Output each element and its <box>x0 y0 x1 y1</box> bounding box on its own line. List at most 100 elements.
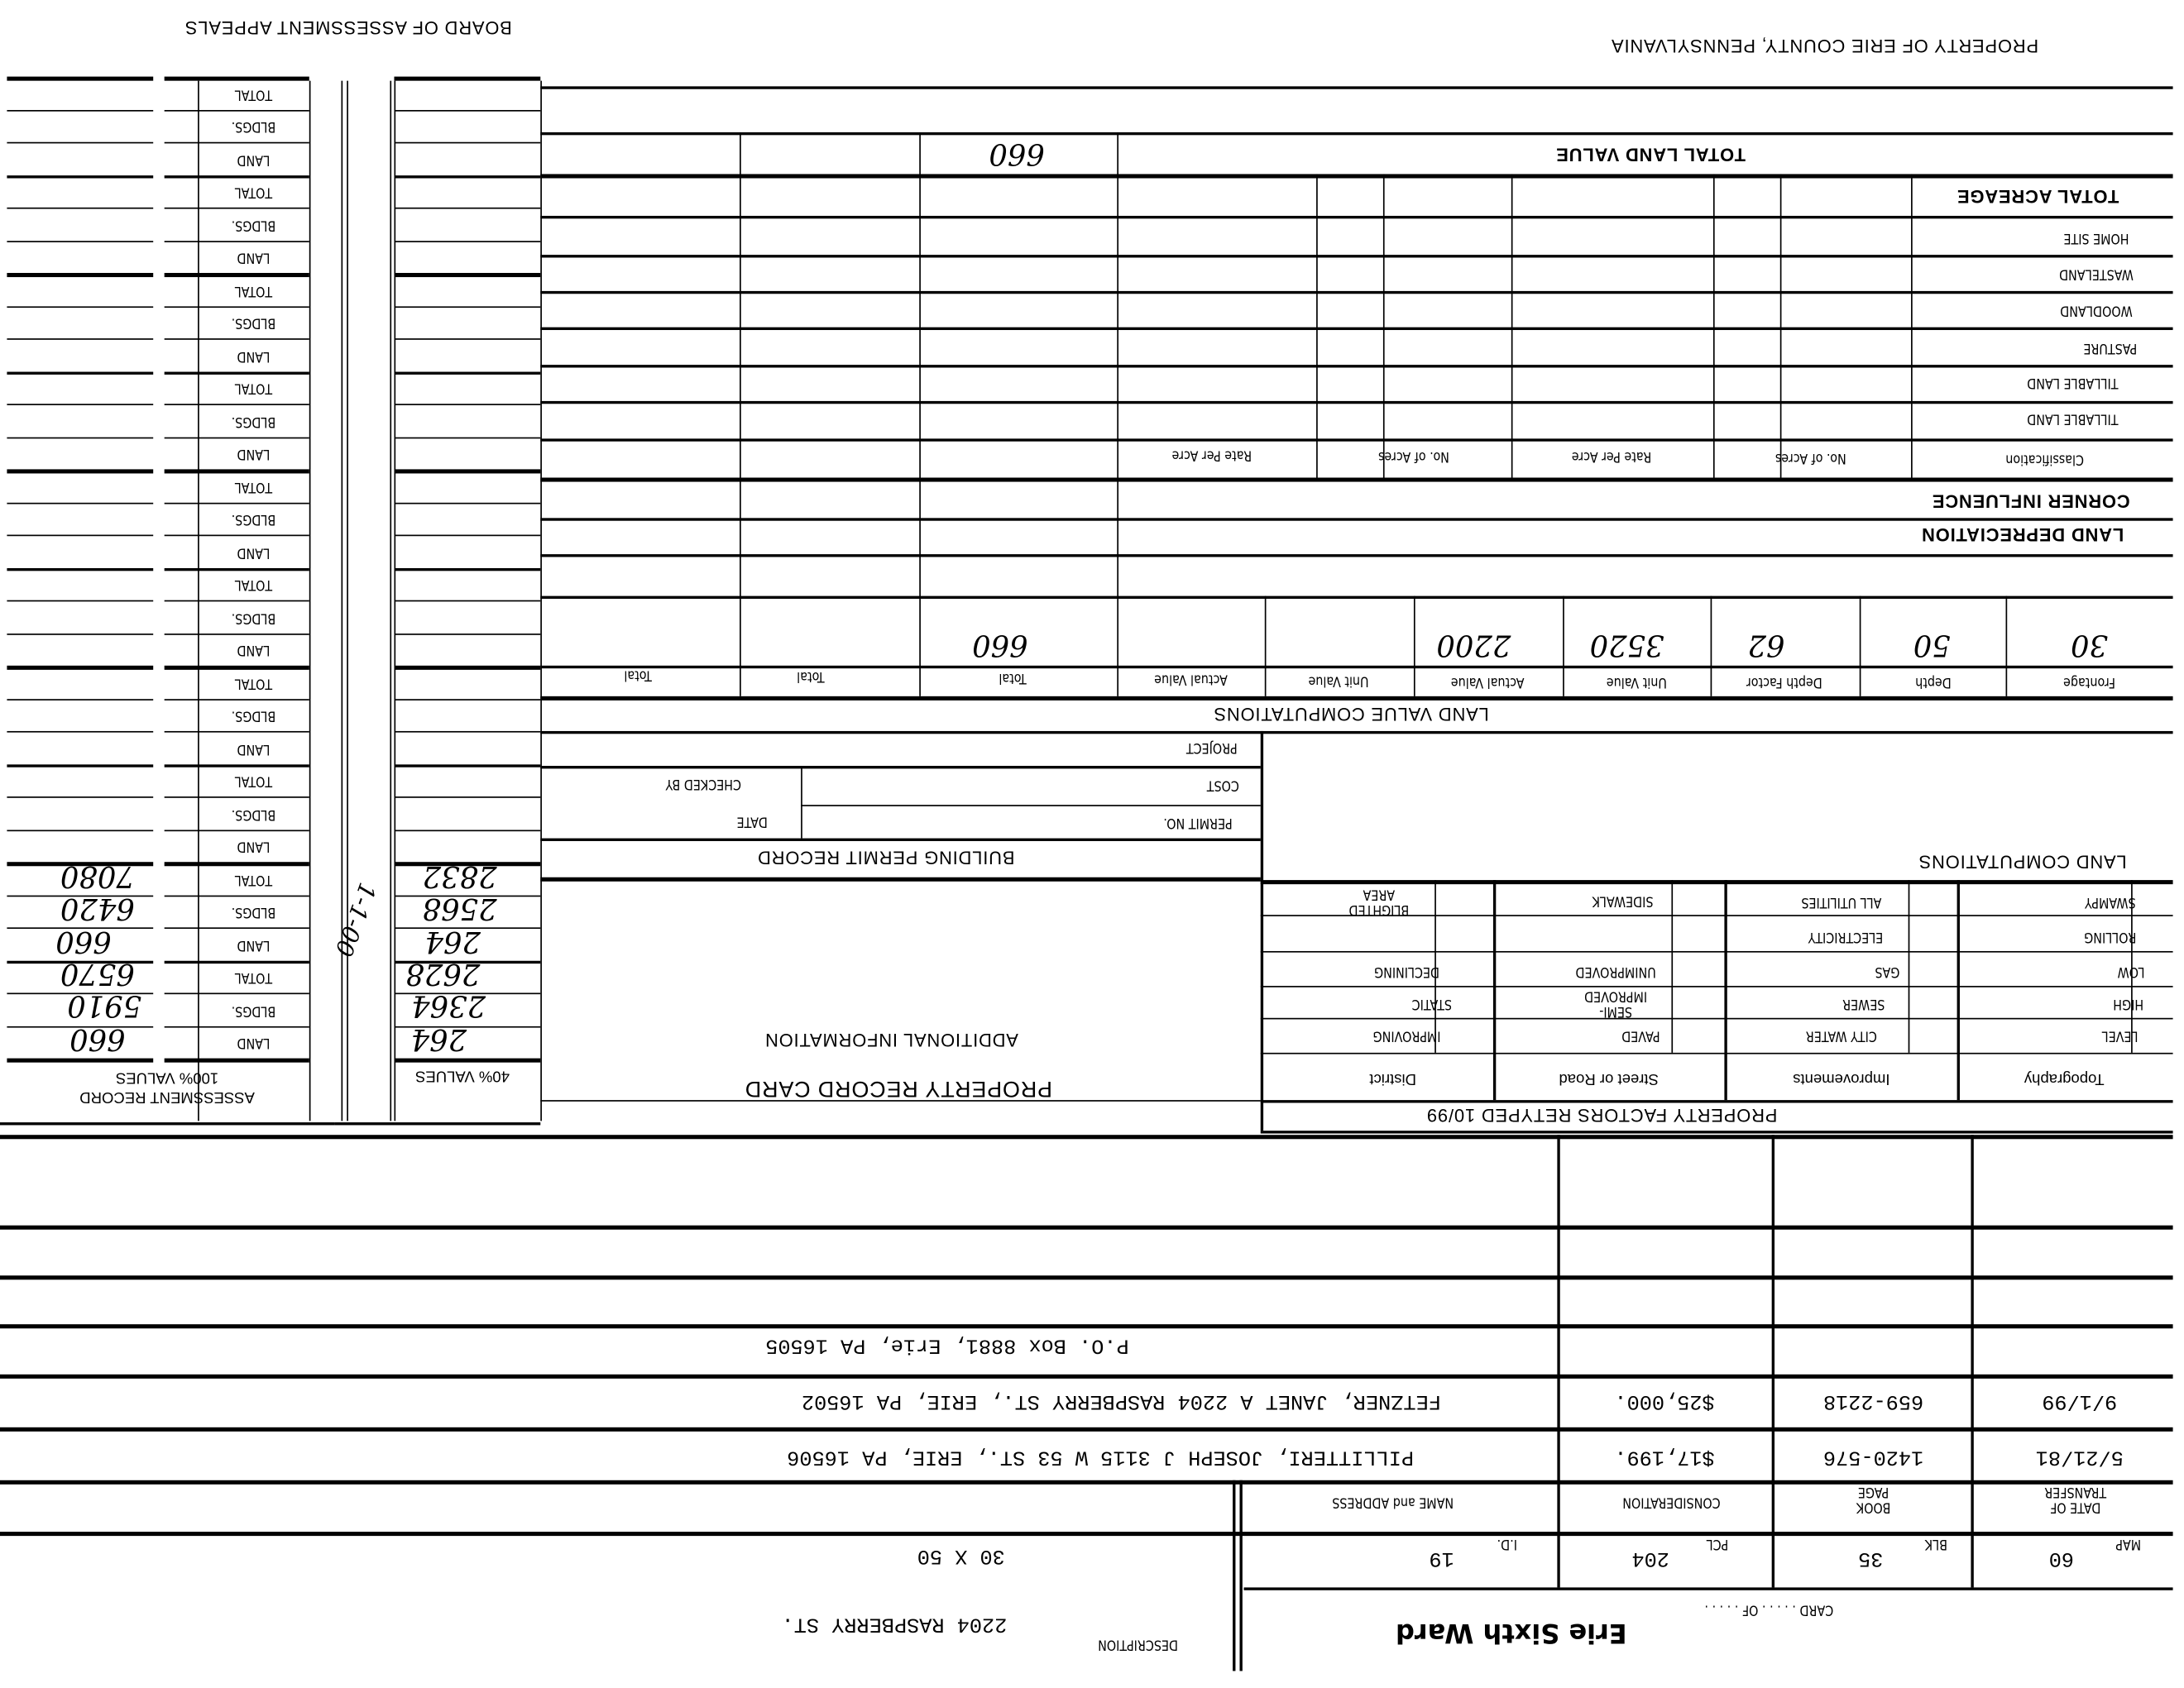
rule-line <box>164 338 309 340</box>
rule-line <box>0 1135 2173 1139</box>
land-100: 660 <box>55 925 112 959</box>
total-100: 7080 <box>60 859 135 894</box>
land-40: 264 <box>410 1022 467 1057</box>
id-value: 19 <box>1429 1546 1454 1571</box>
rule-line <box>164 501 309 504</box>
rule-line <box>1859 595 1861 696</box>
rule-line <box>540 174 2173 178</box>
rule-line <box>540 877 1261 881</box>
land-value-header: Unit Value <box>1606 673 1667 690</box>
rule-line <box>540 730 2173 734</box>
assessment-row-label: TOTAL <box>234 184 273 200</box>
rule-line <box>394 1058 541 1062</box>
rule-line <box>7 796 154 798</box>
rule-line <box>7 240 154 242</box>
rule-line <box>394 633 541 634</box>
assessment-row-label: LAND <box>237 1035 271 1050</box>
transfer-header: DATE OF TRANSFER <box>2044 1484 2107 1515</box>
assessment-row-label: TOTAL <box>234 675 273 691</box>
assessment-row-label: BLDGS. <box>231 511 276 527</box>
rule-line <box>394 894 541 897</box>
rule-line <box>164 730 309 733</box>
assessment-row-label: LAND <box>237 249 271 265</box>
rule-line <box>7 141 154 144</box>
rule-line <box>1239 1480 1243 1671</box>
bldgs-40: 2568 <box>422 892 497 925</box>
rule-line <box>164 600 309 602</box>
transfer-date: 9/1/99 <box>2042 1389 2118 1413</box>
rule-line <box>341 80 343 1121</box>
rule-line <box>540 477 2173 481</box>
rule-line <box>7 371 154 375</box>
depth-factor-value: 62 <box>1747 629 1785 662</box>
rule-line <box>1710 595 1712 696</box>
rule-line <box>1264 595 1267 696</box>
depth-value: 50 <box>1913 629 1951 662</box>
rule-line <box>7 305 154 308</box>
rule-line <box>1260 1100 2173 1103</box>
factor-topography: LOW <box>2117 964 2145 979</box>
rule-line <box>7 338 154 340</box>
description-label: DESCRIPTION <box>1098 1636 1179 1652</box>
rule-line <box>1243 1587 2173 1590</box>
total-acreage-label: TOTAL ACREAGE <box>1956 185 2119 208</box>
factor-topography: SWAMPY <box>2084 893 2136 910</box>
rule-line <box>540 766 1261 768</box>
blk-value: 35 <box>1858 1546 1884 1571</box>
rule-line <box>7 175 154 179</box>
rule-line <box>740 132 741 696</box>
ward-name: Erie Sixth Ward <box>1395 1617 1627 1648</box>
assessment-row-label: BLDGS. <box>231 707 276 724</box>
factor-district: STATIC <box>1411 995 1453 1011</box>
assessment-row-label: BLDGS. <box>231 1002 276 1018</box>
rule-line <box>394 273 541 277</box>
rule-line <box>164 469 309 473</box>
rule-line <box>164 76 309 80</box>
rule-line <box>394 371 541 375</box>
assessment-row-label: BLDGS. <box>231 610 276 625</box>
total-40: 2628 <box>405 957 481 991</box>
assessment-row-label: TOTAL <box>234 380 273 396</box>
acreage-header: Classification <box>2005 451 2085 467</box>
rule-line <box>347 80 348 1121</box>
rule-line <box>0 1122 335 1125</box>
land-value-header: Actual Value <box>1154 671 1228 687</box>
property-factors-title: PROPERTY FACTORS RETYPED 10/99 <box>1426 1105 1778 1126</box>
rule-line <box>0 1480 2173 1484</box>
rule-line <box>164 240 309 242</box>
assessment-row-label: TOTAL <box>234 478 273 495</box>
assessment-row-label: LAND <box>237 642 271 658</box>
rule-line <box>1382 174 1385 478</box>
actual-value: 2200 <box>1436 629 1511 662</box>
land-value-header: Frontage <box>2063 673 2115 690</box>
rule-line <box>1260 986 2173 987</box>
transfer-header: CONSIDERATION <box>1622 1494 1721 1510</box>
rule-line <box>7 698 154 701</box>
total-land-value-amount: 660 <box>989 136 1045 171</box>
rule-line <box>394 534 541 537</box>
card-of-label: CARD . . . . . OF . . . . . <box>1704 1601 1834 1617</box>
rule-line <box>540 327 2173 330</box>
pcl-label: PCL <box>1706 1536 1729 1552</box>
total-100: 6570 <box>60 957 135 991</box>
rule-line <box>1511 174 1513 478</box>
assessment-row-label: BLDGS. <box>231 314 276 331</box>
factor-header: Improvements <box>1793 1069 1890 1088</box>
rule-line <box>1260 1131 2173 1134</box>
rule-line <box>394 796 541 798</box>
rule-line <box>394 175 541 179</box>
building-permit-title: BUILDING PERMIT RECORD <box>757 847 1015 868</box>
factor-topography: ROLLING <box>2084 929 2137 944</box>
additional-information-title: ADDITIONAL INFORMATION <box>764 1030 1018 1051</box>
assessment-note: 1-1-00 <box>328 878 381 960</box>
transfer-consideration: $25,000. <box>1614 1389 1715 1413</box>
factor-street: SIDEWALK <box>1592 892 1654 908</box>
rule-line <box>1908 880 1910 1053</box>
rule-line <box>394 992 541 995</box>
transfer-name-address: FETZNER, JANET A 2204 RASPBERRY ST., ERI… <box>801 1389 1441 1413</box>
total-land-value-label: TOTAL LAND VALUE <box>1555 144 1746 165</box>
factor-topography: HIGH <box>2113 995 2144 1011</box>
corner-influence-label: CORNER INFLUENCE <box>1932 490 2130 512</box>
assessment-row-label: BLDGS. <box>231 904 276 920</box>
rule-line <box>394 927 541 930</box>
